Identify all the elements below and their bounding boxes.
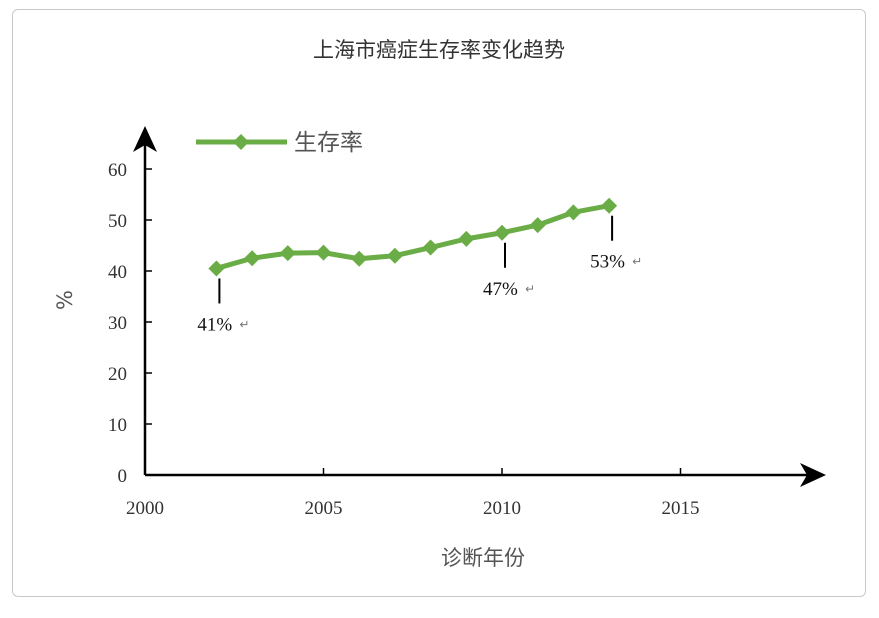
y-tick-label: 30 bbox=[108, 313, 127, 334]
y-tick-label: 20 bbox=[108, 364, 127, 385]
y-tick-label: 50 bbox=[108, 211, 127, 232]
y-tick-label: 40 bbox=[108, 262, 127, 283]
axes bbox=[133, 126, 826, 487]
chart-title: 上海市癌症生存率变化趋势 bbox=[313, 38, 565, 62]
legend-marker bbox=[233, 134, 249, 150]
data-point bbox=[351, 250, 368, 267]
data-point bbox=[529, 217, 546, 234]
x-tick-label: 2015 bbox=[662, 498, 700, 519]
data-point bbox=[279, 245, 296, 262]
return-mark-icon: ↵ bbox=[632, 255, 642, 269]
data-point bbox=[208, 260, 225, 277]
data-point bbox=[422, 239, 439, 256]
series-layer bbox=[208, 197, 618, 277]
legend: 生存率 bbox=[196, 130, 363, 156]
data-point bbox=[315, 244, 332, 261]
tick-labels: 0 10 20 30 40 50 60 2000 2005 2010 2015 bbox=[108, 160, 700, 519]
x-axis-arrow-icon bbox=[800, 463, 826, 487]
data-point bbox=[601, 197, 618, 214]
y-tick-label: 10 bbox=[108, 415, 127, 436]
legend-label: 生存率 bbox=[294, 130, 363, 156]
y-axis-arrow-icon bbox=[133, 126, 157, 152]
x-tick-label: 2000 bbox=[126, 498, 164, 519]
data-point bbox=[565, 204, 582, 221]
return-mark-icon: ↵ bbox=[239, 317, 249, 331]
annotation-label: 41% bbox=[197, 314, 232, 335]
data-point bbox=[458, 230, 475, 247]
x-tick-label: 2005 bbox=[305, 498, 343, 519]
data-point bbox=[494, 224, 510, 241]
x-tick-label: 2010 bbox=[483, 498, 521, 519]
annotations-layer: 41% ↵ 47% ↵ 53% ↵ bbox=[197, 215, 642, 335]
chart-card bbox=[12, 9, 866, 597]
y-tick-label: 60 bbox=[108, 160, 127, 181]
y-tick-label: 0 bbox=[118, 466, 128, 487]
series-line-0 bbox=[215, 203, 610, 271]
data-point bbox=[386, 247, 403, 264]
return-mark-icon: ↵ bbox=[525, 282, 535, 296]
annotation-label: 53% bbox=[590, 252, 625, 273]
annotation-label: 47% bbox=[483, 279, 518, 300]
y-axis-label: % bbox=[53, 290, 77, 310]
x-axis-label: 诊断年份 bbox=[441, 546, 525, 570]
data-point bbox=[244, 250, 261, 267]
